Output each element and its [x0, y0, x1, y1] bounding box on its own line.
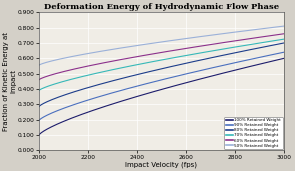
Line: 70% Retained Weight: 70% Retained Weight — [39, 39, 284, 91]
60% Retained Weight — [187, 47, 191, 49]
100% Retained Weight — [259, 63, 263, 65]
Line: 80% Retained Weight: 80% Retained Weight — [39, 43, 284, 107]
70% Retained Weight — [187, 54, 191, 56]
80% Retained Weight — [187, 62, 191, 64]
90% Retained Weight — [183, 73, 187, 75]
60% Retained Weight — [282, 33, 286, 35]
70% Retained Weight — [282, 38, 286, 40]
60% Retained Weight — [182, 48, 186, 50]
50% Retained Weight — [282, 25, 286, 27]
90% Retained Weight — [187, 72, 191, 74]
90% Retained Weight — [37, 120, 41, 122]
70% Retained Weight — [38, 89, 42, 91]
90% Retained Weight — [282, 51, 286, 53]
70% Retained Weight — [259, 42, 263, 44]
70% Retained Weight — [182, 55, 186, 57]
60% Retained Weight — [37, 79, 41, 81]
50% Retained Weight — [187, 37, 191, 39]
90% Retained Weight — [38, 119, 42, 121]
80% Retained Weight — [38, 105, 42, 107]
60% Retained Weight — [244, 38, 247, 40]
100% Retained Weight — [282, 57, 286, 59]
50% Retained Weight — [38, 64, 42, 66]
90% Retained Weight — [259, 56, 263, 58]
100% Retained Weight — [38, 133, 42, 135]
100% Retained Weight — [183, 82, 187, 84]
Legend: 100% Retained Weight, 90% Retained Weight, 80% Retained Weight, 70% Retained Wei: 100% Retained Weight, 90% Retained Weigh… — [224, 117, 283, 149]
80% Retained Weight — [183, 62, 187, 64]
80% Retained Weight — [244, 50, 247, 52]
50% Retained Weight — [259, 28, 263, 30]
90% Retained Weight — [182, 73, 186, 75]
80% Retained Weight — [259, 47, 263, 49]
50% Retained Weight — [183, 38, 187, 40]
Line: 100% Retained Weight: 100% Retained Weight — [39, 58, 284, 135]
100% Retained Weight — [37, 134, 41, 136]
100% Retained Weight — [182, 82, 186, 84]
80% Retained Weight — [37, 106, 41, 108]
70% Retained Weight — [183, 55, 187, 57]
50% Retained Weight — [244, 30, 247, 32]
70% Retained Weight — [37, 90, 41, 92]
Y-axis label: Fraction of Kinetic Energy at
Impact: Fraction of Kinetic Energy at Impact — [4, 32, 17, 131]
100% Retained Weight — [187, 81, 191, 83]
50% Retained Weight — [182, 38, 186, 40]
80% Retained Weight — [182, 63, 186, 65]
X-axis label: Impact Velocity (fps): Impact Velocity (fps) — [125, 161, 197, 168]
Line: 60% Retained Weight: 60% Retained Weight — [39, 34, 284, 80]
50% Retained Weight — [37, 64, 41, 66]
100% Retained Weight — [244, 67, 247, 69]
90% Retained Weight — [244, 59, 247, 61]
80% Retained Weight — [282, 42, 286, 44]
60% Retained Weight — [183, 48, 187, 50]
60% Retained Weight — [38, 78, 42, 80]
Title: Deformation Energy of Hydrodynamic Flow Phase: Deformation Energy of Hydrodynamic Flow … — [44, 3, 279, 11]
70% Retained Weight — [244, 44, 247, 46]
Line: 90% Retained Weight: 90% Retained Weight — [39, 52, 284, 121]
Line: 50% Retained Weight: 50% Retained Weight — [39, 26, 284, 65]
60% Retained Weight — [259, 36, 263, 38]
